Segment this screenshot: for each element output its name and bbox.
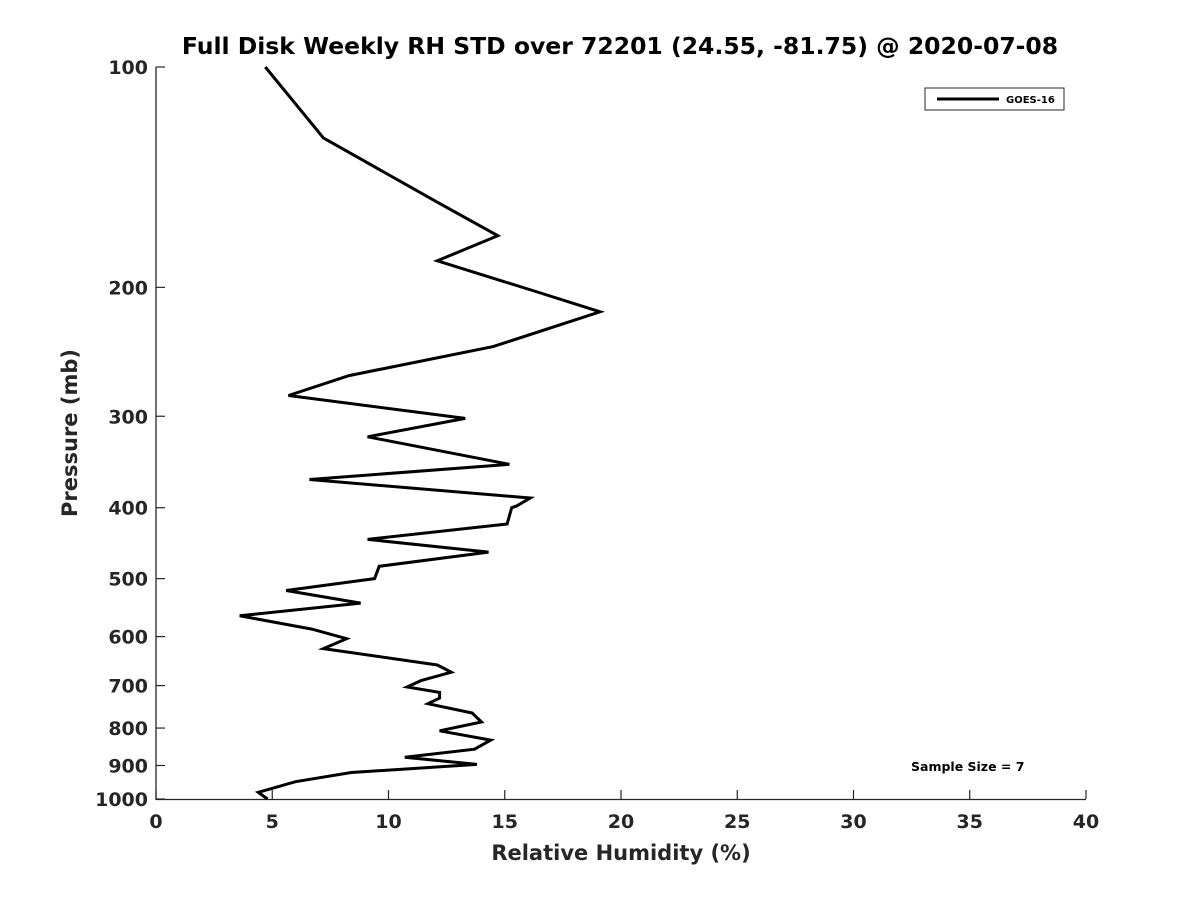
y-tick-label: 400 [108,498,148,520]
y-tick-label: 900 [108,756,148,778]
axes [155,67,1086,801]
y-ticks: 100 200 300 400 500 600 700 800 900 1000 [95,57,165,811]
series-line-goes-16 [239,66,606,801]
y-tick-label: 800 [108,718,148,740]
y-tick-label: 200 [108,277,148,299]
x-tick-label: 30 [840,811,866,833]
x-tick-label: 35 [957,811,983,833]
plot-area [156,67,1086,799]
sample-size-annotation: Sample Size = 7 [911,759,1024,774]
y-tick-label: 100 [108,57,148,79]
y-tick-label: 1000 [95,789,148,811]
x-axis-label: Relative Humidity (%) [491,841,750,865]
x-tick-label: 15 [492,811,518,833]
x-tick-label: 10 [375,811,401,833]
y-tick-label: 300 [108,406,148,428]
x-tick-label: 0 [149,811,162,833]
x-tick-label: 40 [1073,811,1099,833]
y-tick-label: 600 [108,627,148,649]
legend-label-goes-16: GOES-16 [1006,95,1055,106]
chart-title: Full Disk Weekly RH STD over 72201 (24.5… [182,32,1058,60]
x-tick-label: 5 [266,811,279,833]
y-tick-label: 500 [108,569,148,591]
x-ticks: 0 5 10 15 20 25 30 35 40 [149,790,1099,833]
x-tick-label: 25 [724,811,750,833]
y-axis-label: Pressure (mb) [58,349,82,517]
x-tick-label: 20 [608,811,634,833]
legend: GOES-16 [924,87,1065,111]
y-tick-label: 700 [108,676,148,698]
